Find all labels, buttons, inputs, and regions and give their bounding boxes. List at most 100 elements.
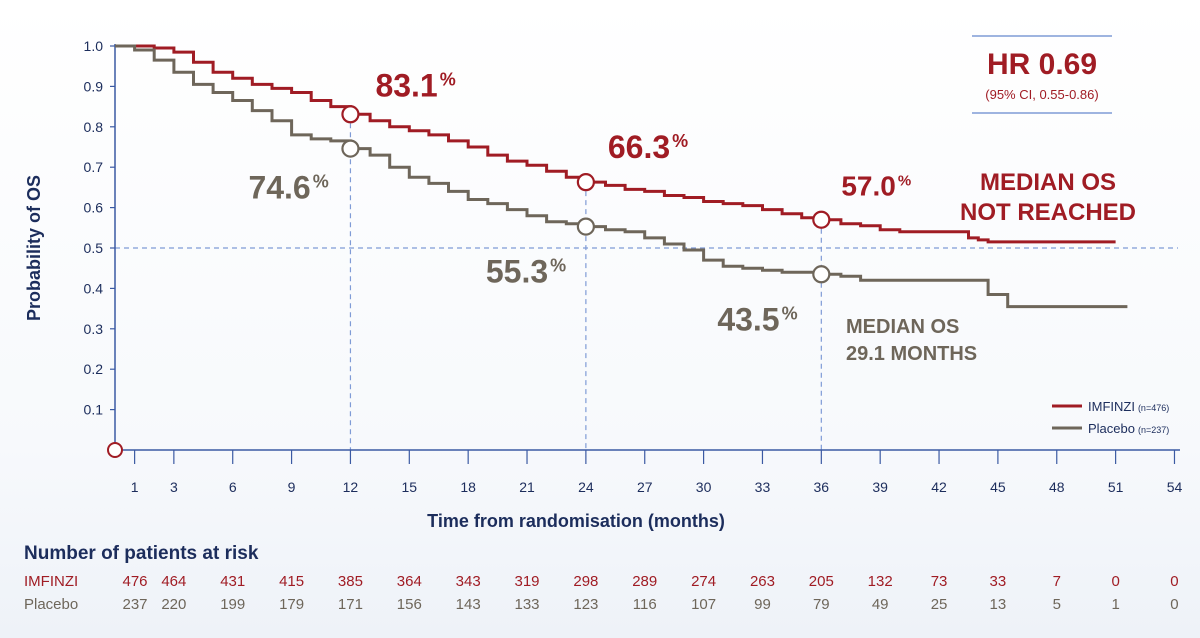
legend-imfinzi-name: IMFINZI — [1088, 399, 1135, 414]
x-tick-label: 21 — [519, 479, 535, 495]
marker-placebo-36 — [812, 265, 831, 284]
x-tick-label: 39 — [872, 479, 888, 495]
risk-value-placebo: 25 — [931, 596, 948, 613]
series-line-placebo — [115, 44, 1128, 309]
pct-sign: % — [898, 173, 911, 190]
y-axis-title: Probability of OS — [24, 175, 44, 321]
risk-value-placebo: 107 — [691, 596, 716, 613]
x-tick-label: 15 — [402, 479, 418, 495]
risk-value-imfinzi: 415 — [279, 573, 304, 590]
risk-value-placebo: 199 — [220, 596, 245, 613]
risk-value-imfinzi: 385 — [338, 573, 363, 590]
risk-value-imfinzi: 289 — [632, 573, 657, 590]
x-tick-label: 36 — [814, 479, 830, 495]
hr-title: HR 0.69 — [987, 48, 1097, 81]
risk-value-placebo: 0 — [1170, 596, 1178, 613]
marker-imfinzi-12 — [341, 105, 360, 124]
marker-placebo-12 — [341, 139, 360, 158]
legend-imfinzi-label: IMFINZI (n=476) — [1088, 399, 1169, 414]
risk-value-placebo: 5 — [1053, 596, 1061, 613]
risk-value-imfinzi: 132 — [868, 573, 893, 590]
origin-marker — [107, 442, 123, 458]
axes: 0.10.20.30.40.50.60.70.80.91.01 3 6 9 12 15 18… — [84, 38, 1183, 495]
risk-value-imfinzi: 0 — [1170, 573, 1178, 590]
series-line-imfinzi — [115, 44, 1116, 244]
risk-value-imfinzi: 319 — [515, 573, 540, 590]
risk-value-placebo: 179 — [279, 596, 304, 613]
x-tick-label: 45 — [990, 479, 1006, 495]
marker-placebo-24 — [576, 217, 595, 236]
risk-value-placebo: 116 — [633, 596, 657, 613]
hr-box: HR 0.69 (95% CI, 0.55-0.86) — [972, 35, 1112, 114]
pct-label-imfinzi-12: 83.1% — [375, 67, 455, 103]
marker-imfinzi-24 — [576, 173, 595, 192]
pct-label-placebo-12: 74.6% — [248, 170, 328, 206]
risk-value-imfinzi: 73 — [931, 573, 948, 590]
marker-imfinzi-36 — [812, 210, 831, 229]
x-tick-label: 33 — [755, 479, 771, 495]
risk-value-imfinzi: 364 — [397, 573, 422, 590]
risk-value-placebo: 143 — [456, 596, 481, 613]
pct-sign: % — [782, 303, 798, 323]
risk-row-label-placebo: Placebo — [24, 596, 78, 613]
pct-label-imfinzi-36: 57.0% — [841, 171, 911, 202]
risk-row-label-imfinzi: IMFINZI — [24, 573, 78, 590]
pct-label-placebo-24: 55.3% — [486, 254, 566, 290]
pct-sign: % — [550, 256, 566, 276]
x-tick-label: 54 — [1167, 479, 1183, 495]
risk-value-imfinzi: 274 — [691, 573, 716, 590]
risk-value-placebo: 49 — [872, 596, 889, 613]
risk-value-imfinzi: 7 — [1053, 573, 1061, 590]
x-tick-label: 27 — [637, 479, 653, 495]
legend-placebo-label: Placebo (n=237) — [1088, 421, 1169, 436]
reference-lines — [115, 114, 1178, 450]
risk-value-imfinzi: 263 — [750, 573, 775, 590]
imfinzi-median-line1: MEDIAN OS — [980, 169, 1116, 196]
placebo-median-annotation: MEDIAN OS 29.1 MONTHS — [846, 316, 977, 365]
markers — [341, 105, 831, 284]
x-tick-label: 48 — [1049, 479, 1065, 495]
pct-sign: % — [313, 172, 329, 192]
risk-value-imfinzi: 464 — [161, 573, 186, 590]
y-tick-label: 0.2 — [84, 361, 104, 377]
pct-value: 43.5 — [717, 301, 779, 337]
pct-label-placebo-36: 43.5% — [717, 301, 797, 337]
y-tick-label: 0.5 — [84, 240, 104, 256]
x-tick-label: 6 — [229, 479, 237, 495]
series-lines — [115, 44, 1128, 309]
risk-value-placebo: 133 — [515, 596, 540, 613]
pct-value: 83.1 — [375, 67, 437, 103]
x-tick-label: 12 — [343, 479, 359, 495]
legend: IMFINZI (n=476) Placebo (n=237) — [1052, 399, 1169, 436]
risk-value-imfinzi: 431 — [220, 573, 245, 590]
legend-placebo-name: Placebo — [1088, 421, 1135, 436]
y-tick-label: 0.4 — [84, 280, 104, 296]
pct-sign: % — [440, 69, 456, 89]
y-tick-label: 0.8 — [84, 119, 104, 135]
risk-table-title: Number of patients at risk — [24, 543, 259, 564]
risk-value-imfinzi: 476 — [122, 573, 147, 590]
imfinzi-median-line2: NOT REACHED — [960, 199, 1136, 226]
x-tick-label: 1 — [131, 479, 139, 495]
pct-value: 66.3 — [608, 129, 670, 165]
y-tick-label: 0.1 — [84, 402, 104, 418]
risk-table: IMFINZI 476 464 431 415 385 364 343 319 298 289 274… — [24, 573, 1179, 613]
y-tick-label: 0.3 — [84, 321, 104, 337]
risk-value-placebo: 220 — [161, 596, 186, 613]
x-tick-label: 30 — [696, 479, 712, 495]
x-tick-label: 42 — [931, 479, 947, 495]
risk-value-imfinzi: 343 — [456, 573, 481, 590]
risk-value-imfinzi: 205 — [809, 573, 834, 590]
imfinzi-median-annotation: MEDIAN OS NOT REACHED — [960, 169, 1136, 226]
risk-value-imfinzi: 298 — [573, 573, 598, 590]
x-axis-title: Time from randomisation (months) — [427, 511, 725, 531]
risk-value-placebo: 13 — [990, 596, 1007, 613]
placebo-median-line2: 29.1 MONTHS — [846, 343, 977, 365]
x-tick-label: 9 — [288, 479, 296, 495]
x-tick-label: 3 — [170, 479, 178, 495]
risk-value-placebo: 237 — [122, 596, 147, 613]
risk-value-imfinzi: 0 — [1111, 573, 1119, 590]
legend-placebo-n: (n=237) — [1138, 425, 1169, 435]
pct-value: 57.0 — [841, 171, 896, 202]
